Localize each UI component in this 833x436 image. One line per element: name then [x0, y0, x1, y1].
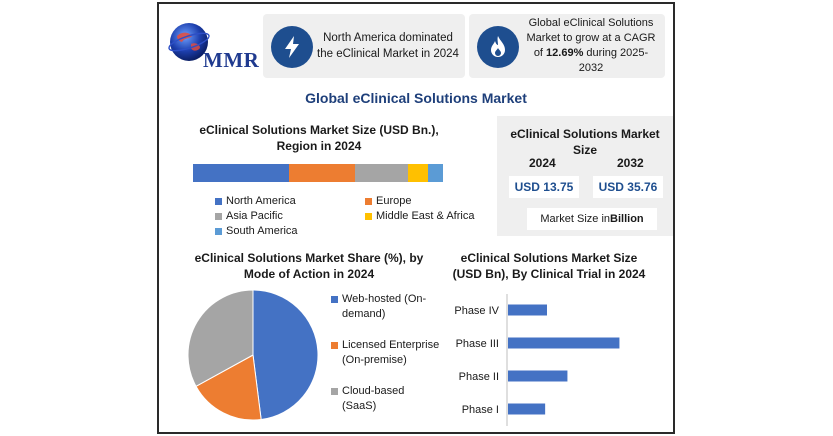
- infographic-frame: MMR North America dominated the eClinica…: [157, 2, 675, 434]
- globe-icon: [168, 23, 210, 61]
- pie-slice-licensed-enterprise-on-premise: [195, 354, 262, 421]
- legend-swatch: [331, 342, 338, 349]
- mode-pie-chart: [187, 289, 319, 421]
- category-label: Phase I: [462, 404, 499, 416]
- region-segment-middle-east-africa: [407, 164, 428, 182]
- pie-legend-item: Licensed Enterprise (On-premise): [331, 338, 441, 368]
- legend-swatch: [365, 197, 372, 205]
- market-size-box: eClinical Solutions Market Size 2024 203…: [497, 116, 673, 236]
- cagr-text-pre: Global eClinical Solutions Market to gro…: [526, 17, 656, 59]
- market-size-title: eClinical Solutions Market Size: [510, 127, 660, 157]
- legend-swatch: [215, 227, 222, 235]
- year-2032-label: 2032: [617, 156, 644, 170]
- legend-label: Middle East & Africa: [376, 210, 475, 222]
- trial-bar-chart: Phase IV Phase III Phase II Phase I: [454, 294, 620, 426]
- legend-label: South America: [226, 225, 298, 237]
- dominance-card: North America dominated the eClinical Ma…: [263, 14, 465, 78]
- dominance-text: North America dominated the eClinical Ma…: [317, 32, 459, 60]
- legend-swatch: [215, 197, 222, 205]
- pie-chart-title: eClinical Solutions Market Share (%), by…: [194, 251, 424, 281]
- legend-swatch: [365, 212, 372, 220]
- region-legend-item: Europe: [365, 195, 411, 207]
- category-label: Phase II: [459, 371, 499, 383]
- region-stacked-bar: [193, 164, 443, 182]
- pie-legend-item: Web-hosted (On-demand): [331, 292, 441, 322]
- region-legend-item: Asia Pacific: [215, 210, 283, 222]
- unit-label-pre: Market Size in: [540, 213, 611, 225]
- region-segment-north-america: [193, 164, 289, 182]
- cagr-text-post: during 2025-2032: [578, 47, 649, 74]
- region-chart-title: eClinical Solutions Market Size (USD Bn.…: [199, 123, 439, 153]
- cagr-value: 12.69%: [546, 47, 584, 59]
- bar-phase-i: [508, 403, 546, 415]
- logo-text: MMR: [203, 48, 260, 72]
- year-2024-label: 2024: [529, 156, 556, 170]
- region-segment-europe: [288, 164, 355, 182]
- pie-legend-item: Cloud-based (SaaS): [331, 384, 441, 414]
- unit-label-bold: Billion: [610, 213, 644, 225]
- category-label: Phase IV: [454, 305, 499, 317]
- trial-chart-title: eClinical Solutions Market Size (USD Bn)…: [452, 251, 646, 281]
- value-2032: USD 35.76: [593, 176, 663, 198]
- cagr-card: Global eClinical Solutions Market to gro…: [469, 14, 665, 78]
- pie-slice-cloud-based-saas: [187, 289, 254, 387]
- value-2024: USD 13.75: [509, 176, 579, 198]
- legend-swatch: [331, 388, 338, 395]
- region-legend-item: South America: [215, 225, 298, 237]
- legend-label: Cloud-based (SaaS): [342, 385, 405, 412]
- legend-swatch: [215, 212, 222, 220]
- unit-label: Market Size in Billion: [527, 208, 657, 230]
- legend-label: North America: [226, 195, 296, 207]
- lightning-badge: [271, 26, 313, 68]
- flame-icon: [491, 36, 505, 57]
- legend-swatch: [331, 296, 338, 303]
- main-title: Global eClinical Solutions Market: [305, 90, 527, 106]
- cagr-text: Global eClinical Solutions Market to gro…: [523, 14, 659, 78]
- legend-label: Europe: [376, 195, 412, 207]
- category-label: Phase III: [456, 338, 499, 350]
- region-segment-south-america: [427, 164, 443, 182]
- legend-label: Web-hosted (On-demand): [342, 293, 427, 320]
- region-segment-asia-pacific: [354, 164, 408, 182]
- bar-phase-ii: [508, 370, 568, 382]
- bar-phase-iii: [508, 337, 620, 349]
- region-legend-item: North America: [215, 195, 296, 207]
- legend-label: Asia Pacific: [226, 210, 283, 222]
- lightning-icon: [285, 36, 299, 58]
- region-legend-item: Middle East & Africa: [365, 210, 474, 222]
- legend-label: Licensed Enterprise (On-premise): [342, 339, 440, 366]
- logo: MMR: [167, 18, 267, 78]
- pie-slice-web-hosted-on-demand: [252, 289, 319, 421]
- flame-badge: [477, 26, 519, 68]
- bar-phase-iv: [508, 304, 547, 316]
